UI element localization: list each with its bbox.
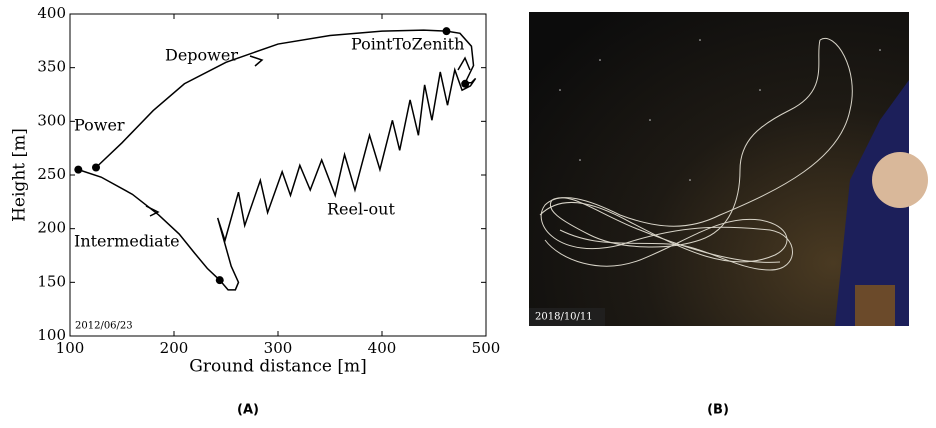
y-axis-label: Height [m] [10, 128, 30, 222]
plot-date: 2012/06/23 [75, 321, 133, 332]
direction-arrow [457, 56, 471, 71]
photo-date: 2018/10/11 [535, 312, 593, 323]
x-tick-label: 500 [472, 339, 501, 357]
y-tick-label: 100 [37, 326, 66, 344]
annotation: Intermediate [74, 232, 180, 251]
x-axis-label: Ground distance [m] [189, 357, 366, 377]
annotation: PointToZenith [351, 35, 464, 54]
y-tick-label: 300 [37, 111, 66, 129]
trajectory [78, 29, 477, 291]
annotation: Depower [165, 46, 238, 65]
y-tick-label: 350 [37, 58, 66, 76]
phase-point [92, 163, 100, 172]
date-box [529, 308, 605, 326]
caption: (A) [237, 403, 259, 418]
y-tick-label: 200 [37, 219, 66, 237]
y-tick-label: 150 [37, 272, 66, 290]
scaffold [855, 285, 895, 326]
caption: (B) [707, 403, 729, 418]
annotation: Power [74, 116, 125, 135]
phase-point [215, 276, 224, 285]
logo [872, 152, 928, 208]
plot-frame [69, 13, 487, 337]
phase-point [74, 165, 83, 174]
x-tick-label: 200 [160, 339, 189, 357]
y-tick-label: 400 [37, 4, 66, 22]
phase-point [442, 27, 451, 36]
annotation: Reel-out [327, 200, 395, 219]
x-tick-label: 400 [368, 339, 397, 357]
x-tick-label: 300 [264, 339, 293, 357]
photo: 2018/10/11 [529, 12, 928, 326]
building [835, 80, 909, 326]
y-tick-label: 250 [37, 165, 66, 183]
light-trails [539, 37, 853, 271]
direction-arrow [249, 55, 264, 67]
stars [559, 39, 881, 181]
phase-point [461, 79, 470, 88]
x-tick-label: 100 [56, 339, 85, 357]
direction-arrow [145, 205, 160, 217]
